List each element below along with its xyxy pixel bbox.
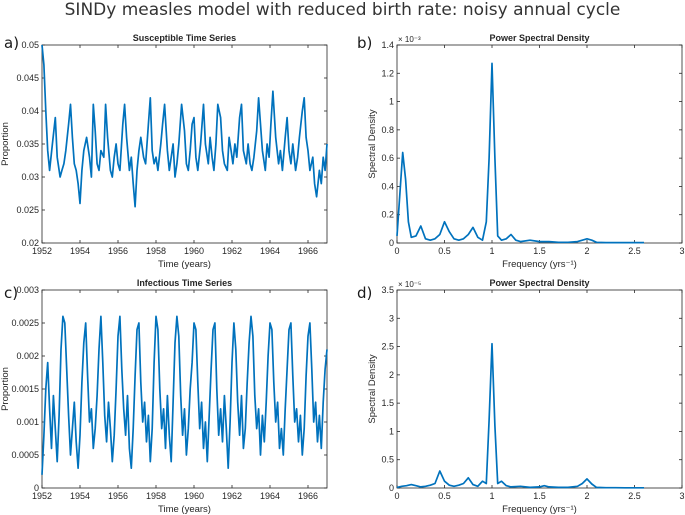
panel-c-xtick-label: 1956: [108, 491, 128, 501]
panel-a-xtick-label: 1964: [260, 246, 280, 256]
panel-d-xtick-label: 1.5: [533, 491, 546, 501]
panel-d-xlabel: Frequency (yrs⁻¹): [502, 504, 577, 515]
panel-a-xtick-label: 1962: [222, 246, 242, 256]
panel-c-axes-box: [41, 289, 328, 489]
panel-d-xtick-label: 0: [394, 491, 399, 501]
panel-b-ytick-label: 1: [389, 97, 394, 107]
panel-b-title: Power Spectral Density: [489, 33, 589, 43]
panel-a-xtick-label: 1966: [298, 246, 318, 256]
panel-b-ytick-label: 0.6: [381, 153, 394, 163]
panel-d-ytick-label: 0.5: [381, 455, 394, 465]
panel-d-ytick-label: 3.5: [381, 285, 394, 295]
panel-b-xlabel: Frequency (yrs⁻¹): [502, 259, 577, 270]
panel-a-xtick-label: 1960: [184, 246, 204, 256]
panel-d-title: Power Spectral Density: [489, 278, 589, 288]
panel-a-xtick-label: 1954: [70, 246, 90, 256]
panel-d-ytick-label: 1.5: [381, 398, 394, 408]
panel-d-ytick-label: 3: [389, 313, 394, 323]
panel-d-ytick-label: 2: [389, 370, 394, 380]
panel-c-xlabel: Time (years): [158, 504, 211, 515]
panel-d-ytick-label: 2.5: [381, 342, 394, 352]
panel-b-xtick-label: 1: [489, 246, 494, 256]
panel-a-xlabel: Time (years): [158, 259, 211, 270]
panel-c-xtick-label: 1960: [184, 491, 204, 501]
panel-c-series-line: [41, 315, 328, 475]
panel-a-xtick-label: 1956: [108, 246, 128, 256]
panel-c-xtick-label: 1964: [260, 491, 280, 501]
panel-c-ytick-label: 0.001: [16, 417, 39, 427]
panel-a-series-line: [41, 44, 328, 208]
panel-a-title: Susceptible Time Series: [133, 33, 236, 43]
panel-d-xtick-label: 0.5: [438, 491, 451, 501]
panel-c-ytick-label: 0.0005: [11, 450, 39, 460]
panel-a-ytick-label: 0.02: [21, 238, 39, 248]
panel-c-xtick-label: 1966: [298, 491, 318, 501]
panel-d-letter: d): [357, 284, 373, 302]
panel-b-y-exponent: × 10⁻³: [398, 35, 421, 44]
panel-d-xtick-label: 1: [489, 491, 494, 501]
panel-c-title: Infectious Time Series: [137, 278, 232, 288]
panel-d-xtick-label: 2: [584, 491, 589, 501]
panel-c-ytick-label: 0.002: [16, 351, 39, 361]
panel-b-ytick-label: 1.2: [381, 68, 394, 78]
panel-a-ytick-label: 0.025: [16, 205, 39, 215]
panel-d-xtick-label: 2.5: [628, 491, 641, 501]
panel-d-series-line: [396, 342, 644, 489]
figure-title: SINDy measles model with reduced birth r…: [64, 0, 621, 20]
panel-c-ylabel: Proportion: [0, 367, 11, 411]
panel-d-ytick-label: 0: [389, 483, 394, 493]
panel-a-xtick-label: 1952: [32, 246, 52, 256]
panel-b-ytick-label: 0.4: [381, 181, 394, 191]
panel-b-series-line: [396, 62, 644, 244]
panel-b-xtick-label: 0: [394, 246, 399, 256]
panel-b-ylabel: Spectral Density: [367, 109, 378, 178]
panel-c-ytick-label: 0.0025: [11, 318, 39, 328]
panel-a-ylabel: Proportion: [0, 122, 11, 166]
panel-a-ytick-label: 0.035: [16, 139, 39, 149]
panel-d-y-exponent: × 10⁻⁵: [398, 280, 421, 289]
panel-c-xtick-label: 1958: [146, 491, 166, 501]
panel-b-xtick-label: 0.5: [438, 246, 451, 256]
panel-a-ytick-label: 0.04: [21, 106, 39, 116]
panel-b-letter: b): [357, 34, 373, 52]
panel-a-ytick-label: 0.03: [21, 172, 39, 182]
panel-b-ytick-label: 1.4: [381, 40, 394, 50]
panel-a-letter: a): [4, 34, 20, 52]
panel-b-ytick-label: 0: [389, 238, 394, 248]
panel-c-ytick-label: 0: [34, 483, 39, 493]
panel-c-xtick-label: 1962: [222, 491, 242, 501]
panel-b-xtick-label: 2.5: [628, 246, 641, 256]
panel-d-ylabel: Spectral Density: [367, 354, 378, 423]
panel-b-ytick-label: 0.8: [381, 125, 394, 135]
panel-b-xtick-label: 1.5: [533, 246, 546, 256]
panel-d-axes-box: [396, 289, 683, 489]
panel-b-ytick-label: 0.2: [381, 210, 394, 220]
panel-d-xtick-label: 3: [679, 491, 684, 501]
panel-c-xtick-label: 1952: [32, 491, 52, 501]
panel-a-ytick-label: 0.045: [16, 73, 39, 83]
panel-d-ytick-label: 1: [389, 426, 394, 436]
panel-b-xtick-label: 2: [584, 246, 589, 256]
panel-b-xtick-label: 3: [679, 246, 684, 256]
panel-a-xtick-label: 1958: [146, 246, 166, 256]
panel-c-ytick-label: 0.003: [16, 285, 39, 295]
panel-c-ytick-label: 0.0015: [11, 384, 39, 394]
panel-a-ytick-label: 0.05: [21, 40, 39, 50]
panel-b-axes-box: [396, 44, 683, 244]
panel-c-xtick-label: 1954: [70, 491, 90, 501]
panel-c-letter: c): [4, 284, 19, 302]
